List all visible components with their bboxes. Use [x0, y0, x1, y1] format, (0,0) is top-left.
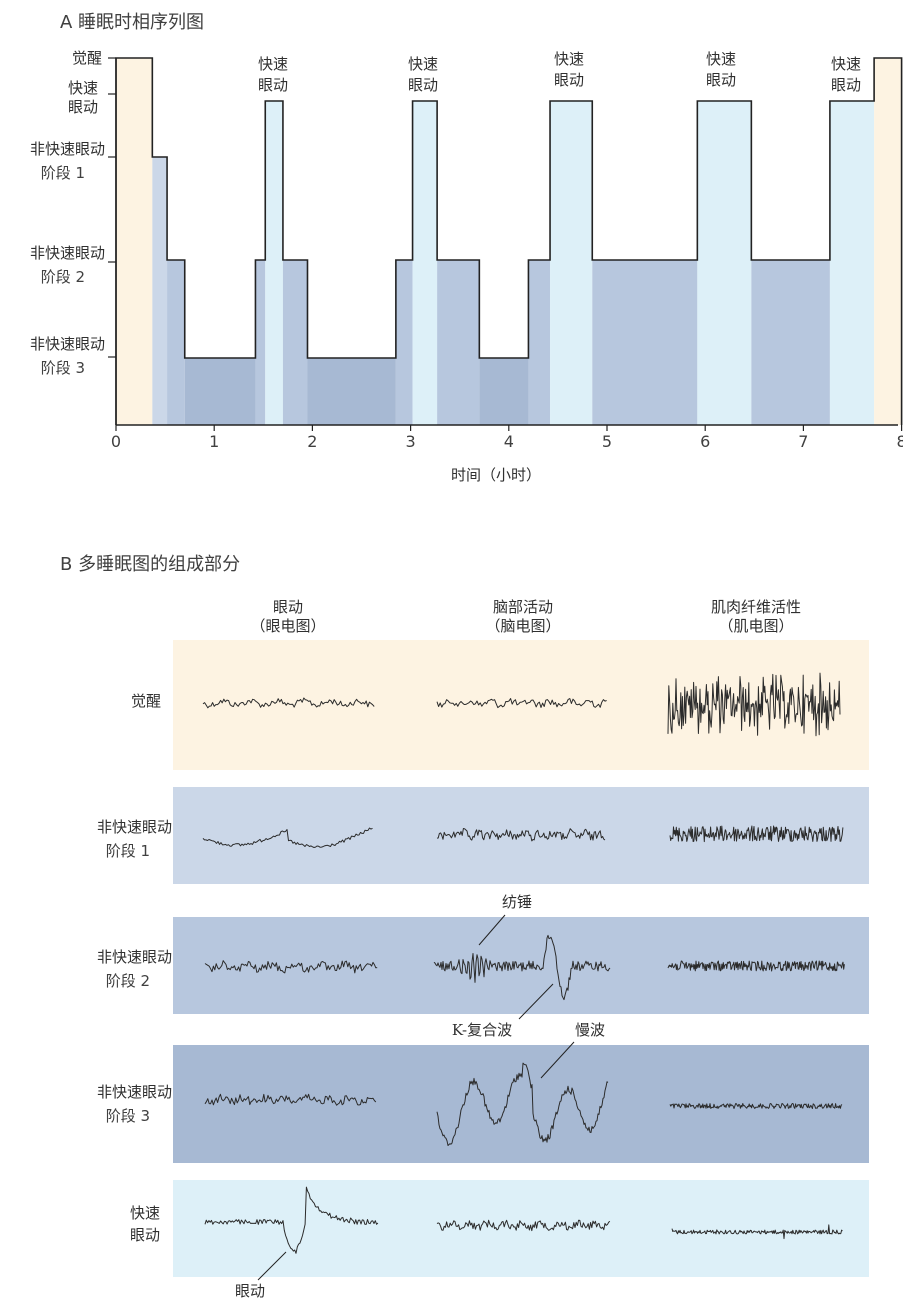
- col-header-eeg-1: 脑部活动: [493, 598, 553, 616]
- x-tick-label: 0: [111, 432, 121, 451]
- annotation-eye-movement-leader: [257, 1251, 287, 1281]
- rem-peak-1-line1: 快速: [258, 55, 288, 73]
- rem-peak-2-line1: 快速: [408, 55, 438, 73]
- hypnogram-segment-n3: [479, 358, 529, 425]
- eeg-trace-rem: [436, 1219, 611, 1232]
- hypnogram-fills: [116, 58, 902, 425]
- eeg-trace-n2: [433, 934, 611, 1001]
- col-header-emg-1: 肌肉纤维活性: [711, 598, 801, 616]
- x-tick-label: 4: [504, 432, 514, 451]
- emg-trace-rem: [671, 1224, 843, 1240]
- annotation-k-complex: K-复合波: [452, 1021, 512, 1039]
- annotation-spindle: 纺锤: [502, 893, 532, 911]
- x-tick-label: 2: [307, 432, 317, 451]
- hypnogram-segment-n2: [395, 260, 413, 425]
- x-tick-label: 7: [798, 432, 808, 451]
- row-label-n2-1: 非快速眼动: [97, 948, 172, 966]
- hypnogram-segment-n2: [592, 260, 698, 425]
- panel-b-title: B 多睡眠图的组成部分: [60, 554, 240, 575]
- row-label-n1-2: 阶段 1: [106, 842, 150, 860]
- x-tick-label: 3: [406, 432, 416, 451]
- panel-a-title: A 睡眠时相序列图: [60, 12, 204, 33]
- y-label-rem-2: 眼动: [68, 98, 98, 116]
- x-ticks: 0 1 2 3 4 5 6 7 8: [111, 425, 903, 451]
- rem-peak-3-line1: 快速: [554, 50, 584, 68]
- annotation-eye-movement: 眼动: [235, 1282, 265, 1300]
- eog-trace-wake: [202, 697, 375, 709]
- eeg-trace-n3: [436, 1062, 609, 1146]
- hypnogram-segment-n1: [152, 157, 168, 425]
- col-header-emg-2: （肌电图）: [718, 617, 793, 635]
- emg-trace-wake: [667, 672, 841, 737]
- row-label-n2-2: 阶段 2: [106, 972, 150, 990]
- hypnogram-segment-n3: [184, 358, 256, 425]
- hypnogram-segment-n2: [255, 260, 266, 425]
- rem-peak-4-line2: 眼动: [706, 71, 736, 89]
- eog-trace-n2: [204, 960, 378, 974]
- emg-trace-n1: [669, 825, 844, 843]
- row-band-rem: [173, 1180, 869, 1277]
- annotation-slow-wave-leader: [540, 1041, 575, 1079]
- eeg-trace-n1: [436, 828, 606, 842]
- eog-trace-n1: [202, 827, 373, 848]
- col-header-eog-1: 眼动: [273, 598, 303, 616]
- eog-trace-n3: [204, 1093, 377, 1106]
- col-header-eeg-2: （脑电图）: [485, 617, 560, 635]
- hypnogram-segment-n2: [528, 260, 551, 425]
- x-tick-label: 1: [209, 432, 219, 451]
- y-label-n1-1: 非快速眼动: [30, 140, 105, 158]
- hypnogram-segment-rem: [265, 101, 283, 425]
- hypnogram-segment-rem: [829, 101, 875, 425]
- rem-peak-3-line2: 眼动: [554, 71, 584, 89]
- col-header-eog-2: （眼电图）: [250, 617, 325, 635]
- row-label-wake: 觉醒: [131, 692, 161, 710]
- y-label-wake: 觉醒: [72, 49, 102, 67]
- row-band-wake: [173, 640, 869, 770]
- y-label-n1-2: 阶段 1: [41, 164, 85, 182]
- hypnogram-line: [115, 57, 903, 425]
- annotation-spindle-leader: [478, 914, 506, 946]
- hypnogram-segment-n2: [751, 260, 830, 425]
- annotation-k-complex-leader: [518, 983, 554, 1020]
- rem-peak-2-line2: 眼动: [408, 76, 438, 94]
- y-label-rem-1: 快速: [68, 79, 98, 97]
- hypnogram-segment-n2: [437, 260, 480, 425]
- row-label-n1-1: 非快速眼动: [97, 818, 172, 836]
- emg-trace-n3: [669, 1103, 843, 1109]
- hypnogram-segment-rem: [697, 101, 752, 425]
- y-label-n2-1: 非快速眼动: [30, 244, 105, 262]
- rem-peak-4-line1: 快速: [706, 50, 736, 68]
- y-label-n3-1: 非快速眼动: [30, 335, 105, 353]
- x-axis-label: 时间（小时）: [451, 466, 541, 484]
- row-label-n3-1: 非快速眼动: [97, 1083, 172, 1101]
- y-label-n2-2: 阶段 2: [41, 268, 85, 286]
- rem-peak-5-line2: 眼动: [831, 76, 861, 94]
- hypnogram-segment-wake: [874, 58, 902, 425]
- row-label-n3-2: 阶段 3: [106, 1107, 150, 1125]
- hypnogram-segment-n2: [282, 260, 308, 425]
- hypnogram-segment-n3: [307, 358, 396, 425]
- hypnogram-segment-rem: [412, 101, 438, 425]
- eeg-trace-wake: [436, 698, 607, 709]
- annotation-slow-wave: 慢波: [575, 1021, 605, 1039]
- x-tick-label: 6: [700, 432, 710, 451]
- y-label-n3-2: 阶段 3: [41, 359, 85, 377]
- x-tick-label: 5: [602, 432, 612, 451]
- row-label-rem-2: 眼动: [130, 1226, 160, 1244]
- x-tick-label: 8: [897, 432, 903, 451]
- rem-peak-5-line1: 快速: [831, 55, 861, 73]
- row-band-n3: [173, 1045, 869, 1163]
- row-label-rem-1: 快速: [130, 1204, 160, 1222]
- hypnogram-segment-rem: [550, 101, 593, 425]
- rem-peak-1-line2: 眼动: [258, 76, 288, 94]
- emg-trace-n2: [667, 960, 845, 972]
- eog-trace-rem: [204, 1186, 379, 1254]
- hypnogram-segment-wake: [116, 58, 153, 425]
- polysomnogram-traces: [202, 672, 845, 1254]
- hypnogram-segment-n2: [167, 260, 185, 425]
